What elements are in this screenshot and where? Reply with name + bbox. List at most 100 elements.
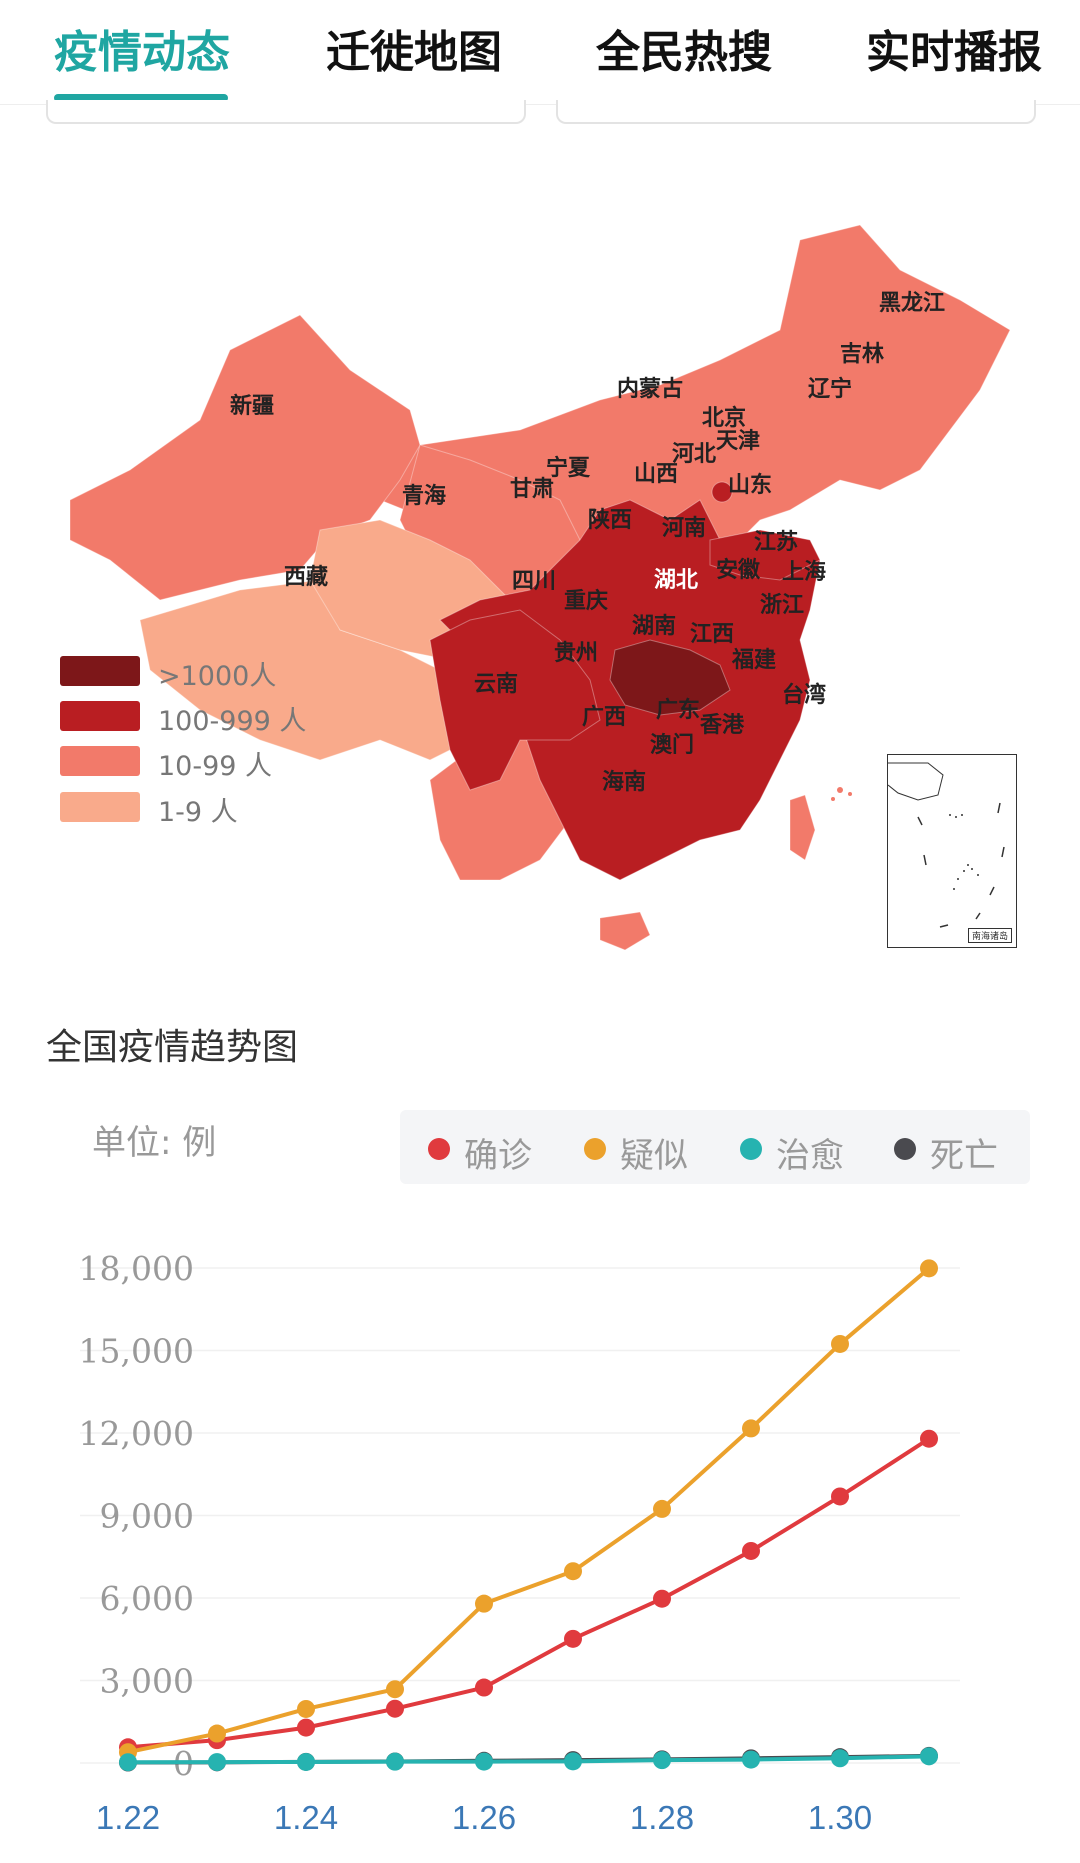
data-point — [208, 1724, 226, 1743]
province-label: 江西 — [689, 622, 735, 647]
x-tick-label: 1.22 — [96, 1799, 160, 1836]
y-tick-label: 9,000 — [100, 1497, 194, 1536]
tab-epidemic-news[interactable]: 疫情动态 — [54, 27, 230, 78]
data-point — [920, 1259, 938, 1278]
province-label: 山西 — [633, 462, 679, 487]
province-label: 澳门 — [649, 733, 695, 758]
province-label: 湖南 — [631, 614, 677, 639]
legend-dot — [428, 1138, 450, 1160]
legend-series-name: 确诊 — [464, 1136, 532, 1176]
inset-label: 南海诸岛 — [967, 928, 1012, 943]
data-point — [564, 1629, 582, 1648]
series-line — [127, 1754, 930, 1765]
province-label: 重庆 — [563, 589, 609, 614]
province-label: 四川 — [511, 569, 557, 594]
active-tab-indicator — [54, 94, 228, 102]
data-point — [920, 1429, 938, 1448]
legend-label: 1-9 人 — [158, 797, 238, 828]
data-point — [831, 1487, 849, 1506]
province-label: 云南 — [473, 672, 519, 697]
province-label: 广东 — [655, 698, 701, 723]
province-label: 上海 — [781, 560, 827, 585]
map-region-hubei — [609, 639, 731, 716]
province-label: 黑龙江 — [878, 291, 946, 316]
map-region-sichuan — [429, 609, 601, 791]
data-point — [386, 1752, 404, 1771]
map-region-taiwan — [789, 794, 816, 861]
x-tick-label: 1.28 — [630, 1799, 694, 1836]
province-label: 辽宁 — [807, 377, 853, 402]
legend-dot — [894, 1138, 916, 1160]
province-label: 江苏 — [753, 530, 799, 555]
province-label: 甘肃 — [509, 477, 555, 502]
map-region-hainan — [599, 911, 651, 951]
data-point — [831, 1334, 849, 1353]
province-label: 青海 — [401, 484, 447, 509]
province-label: 宁夏 — [545, 456, 591, 481]
legend-dot — [740, 1138, 762, 1160]
chart-legend: 确诊 疑似 治愈 死亡 — [400, 1110, 1030, 1184]
tab-hot-search[interactable]: 全民热搜 — [596, 27, 772, 78]
legend-swatch — [60, 792, 140, 822]
data-point — [208, 1753, 226, 1772]
province-label: 内蒙古 — [616, 377, 684, 402]
province-label: 香港 — [699, 713, 745, 738]
province-label: 北京 — [701, 406, 747, 431]
province-label: 湖北 — [653, 568, 699, 593]
tab-migration-map[interactable]: 迁徙地图 — [326, 27, 502, 78]
data-point — [564, 1752, 582, 1771]
inset-svg — [887, 762, 1005, 928]
data-point — [386, 1699, 404, 1718]
data-point — [297, 1718, 315, 1737]
x-tick-label: 1.26 — [452, 1799, 516, 1836]
tab-live-report[interactable]: 实时播报 — [866, 27, 1042, 78]
unit-label: 单位: 例 — [92, 1123, 217, 1163]
card-edge-left — [46, 100, 526, 124]
province-label: 贵州 — [553, 641, 599, 666]
data-point — [742, 1419, 760, 1438]
map-region-shandong — [709, 529, 821, 581]
province-label: 安徽 — [715, 558, 761, 583]
series-line — [127, 1266, 931, 1755]
china-epidemic-map: 黑龙江 吉林 辽宁 内蒙古 北京 天津 河北 新疆 宁夏 山西 山东 甘肃 青海… — [0, 150, 1080, 980]
province-label: 新疆 — [229, 394, 275, 419]
data-point — [386, 1680, 404, 1699]
x-tick-label: 1.24 — [274, 1799, 338, 1836]
card-edge-right — [556, 100, 1036, 124]
data-point — [475, 1678, 493, 1697]
province-label: 河北 — [671, 442, 717, 467]
province-label: 吉林 — [839, 342, 885, 367]
data-point — [475, 1752, 493, 1771]
legend-series-name: 死亡 — [930, 1136, 998, 1176]
province-label: 陕西 — [587, 508, 633, 533]
data-point — [119, 1753, 137, 1772]
data-point — [831, 1749, 849, 1768]
data-point — [297, 1699, 315, 1718]
map-svg — [69, 224, 1011, 951]
province-label: 西藏 — [283, 565, 329, 590]
data-point — [653, 1589, 671, 1608]
legend-swatch — [60, 746, 140, 776]
legend-series-name: 治愈 — [776, 1136, 844, 1176]
data-point — [653, 1751, 671, 1770]
data-point — [564, 1562, 582, 1581]
legend-series-name: 疑似 — [620, 1136, 688, 1176]
province-label: 山东 — [727, 473, 773, 498]
y-tick-label: 15,000 — [79, 1332, 194, 1371]
province-label: 浙江 — [759, 593, 805, 618]
series-line — [127, 1437, 931, 1750]
data-point — [297, 1752, 315, 1771]
legend-label: 10-99 人 — [158, 751, 273, 782]
legend-dot — [584, 1138, 606, 1160]
y-tick-label: 12,000 — [79, 1414, 194, 1453]
province-label: 台湾 — [781, 683, 827, 708]
data-point — [742, 1750, 760, 1769]
x-tick-label: 1.30 — [808, 1799, 872, 1836]
y-tick-label: 18,000 — [79, 1249, 194, 1288]
data-point — [475, 1594, 493, 1613]
province-label: 河南 — [661, 516, 707, 541]
map-region-beijing — [711, 481, 733, 503]
legend-swatch — [60, 701, 140, 731]
y-tick-label: 3,000 — [100, 1662, 194, 1701]
